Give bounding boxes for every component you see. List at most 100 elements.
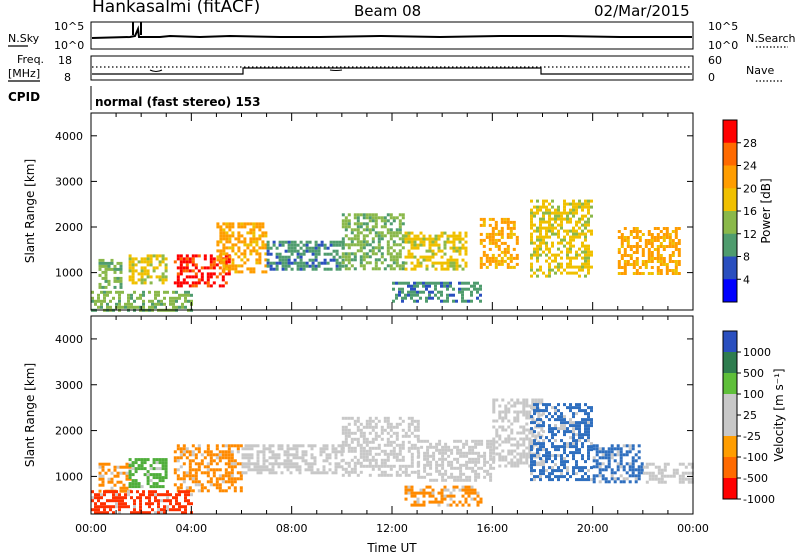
- data-cell: [125, 462, 129, 466]
- data-cell: [359, 470, 363, 474]
- data-cell: [566, 247, 569, 251]
- data-cell: [176, 284, 180, 288]
- data-cell: [551, 226, 554, 230]
- data-cell: [428, 491, 432, 495]
- data-cell: [176, 477, 180, 481]
- data-cell: [422, 258, 426, 262]
- data-cell: [344, 461, 348, 465]
- data-cell: [474, 460, 478, 464]
- data-cell: [383, 464, 387, 468]
- data-cell: [620, 233, 624, 236]
- data-cell: [551, 442, 554, 446]
- data-cell: [438, 463, 442, 467]
- data-cell: [665, 272, 669, 275]
- data-cell: [665, 233, 669, 236]
- data-cell: [255, 252, 259, 256]
- data-cell: [401, 222, 405, 226]
- data-cell: [362, 258, 366, 262]
- data-cell: [281, 267, 285, 271]
- data-cell: [625, 453, 629, 457]
- data-cell: [181, 505, 184, 509]
- data-cell: [471, 451, 475, 455]
- data-cell: [188, 486, 192, 490]
- data-cell: [545, 409, 548, 413]
- data-cell: [503, 217, 507, 221]
- data-cell: [200, 453, 204, 457]
- data-cell: [118, 496, 121, 500]
- data-cell: [101, 462, 105, 466]
- data-cell: [507, 425, 511, 429]
- data-cell: [446, 287, 449, 291]
- data-cell: [539, 247, 542, 251]
- data-cell: [492, 458, 496, 462]
- data-cell: [477, 466, 481, 470]
- data-cell: [461, 281, 464, 285]
- data-cell: [542, 445, 545, 449]
- data-cell: [516, 401, 520, 405]
- data-cell: [175, 290, 178, 294]
- data-cell: [446, 488, 450, 492]
- data-cell: [289, 471, 293, 475]
- data-cell: [91, 496, 94, 500]
- data-cell: [410, 287, 413, 291]
- data-cell: [290, 240, 294, 244]
- data-cell: [109, 499, 112, 503]
- data-cell: [476, 290, 479, 294]
- data-cell: [563, 403, 566, 407]
- data-cell: [575, 229, 578, 233]
- data-cell: [500, 217, 504, 221]
- data-cell: [344, 434, 348, 438]
- data-cell: [301, 456, 305, 460]
- data-cell: [266, 258, 270, 262]
- data-cell: [459, 448, 463, 452]
- data-cell: [365, 443, 369, 447]
- data-cell: [179, 260, 183, 264]
- data-cell: [94, 505, 97, 509]
- data-cell: [551, 232, 554, 236]
- data-cell: [335, 243, 339, 247]
- data-cell: [631, 465, 635, 469]
- data-cell: [227, 269, 231, 273]
- data-cell: [584, 202, 587, 206]
- data-cell: [152, 461, 156, 465]
- data-cell: [497, 247, 501, 251]
- data-cell: [530, 466, 533, 470]
- data-cell: [225, 264, 229, 268]
- data-cell: [236, 450, 240, 454]
- data-cell: [134, 458, 138, 462]
- data-cell: [371, 228, 375, 232]
- data-cell: [516, 461, 520, 465]
- data-cell: [218, 489, 222, 493]
- data-cell: [329, 252, 333, 256]
- data-cell: [121, 499, 124, 503]
- data-cell: [308, 246, 312, 250]
- data-cell: [647, 260, 651, 263]
- data-cell: [185, 260, 189, 264]
- data-cell: [506, 250, 510, 254]
- data-cell: [416, 264, 420, 268]
- data-cell: [215, 483, 219, 487]
- colorbar-tick-label: 100: [743, 388, 764, 401]
- data-cell: [218, 474, 222, 478]
- data-cell: [587, 406, 590, 410]
- data-cell: [581, 208, 584, 212]
- data-cell: [374, 225, 378, 229]
- data-cell: [684, 477, 688, 481]
- data-cell: [507, 419, 511, 423]
- data-cell: [537, 416, 541, 420]
- data-cell: [653, 248, 657, 251]
- data-cell: [122, 483, 126, 487]
- data-cell: [410, 458, 414, 462]
- data-cell: [507, 449, 511, 453]
- data-cell: [296, 243, 300, 247]
- data-cell: [477, 442, 481, 446]
- data-cell: [635, 242, 639, 245]
- data-cell: [659, 254, 663, 257]
- data-cell: [172, 296, 175, 300]
- data-cell: [374, 422, 378, 426]
- data-cell: [368, 231, 372, 235]
- data-cell: [500, 262, 504, 266]
- data-cell: [410, 452, 414, 456]
- data-cell: [347, 222, 351, 226]
